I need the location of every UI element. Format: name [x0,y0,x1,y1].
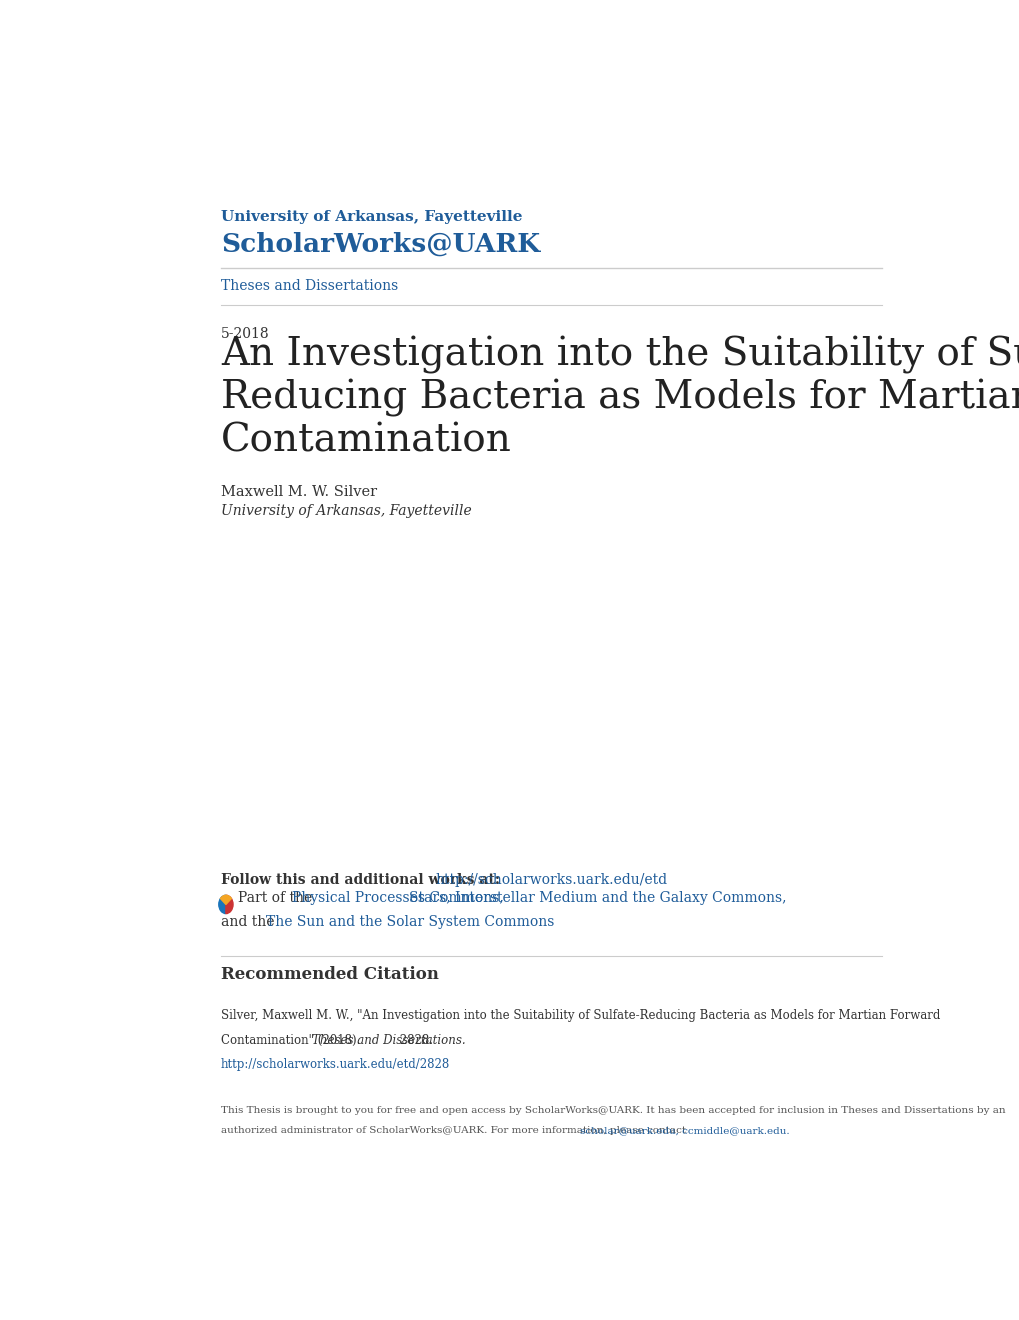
Text: Contamination" (2018).: Contamination" (2018). [220,1034,364,1047]
Text: Physical Processes Commons,: Physical Processes Commons, [291,891,503,906]
Wedge shape [219,895,225,913]
Text: 2828.: 2828. [395,1034,433,1047]
Text: Recommended Citation: Recommended Citation [220,966,438,983]
Text: An Investigation into the Suitability of Sulfate-: An Investigation into the Suitability of… [220,335,1019,374]
Text: Theses and Dissertations.: Theses and Dissertations. [312,1034,465,1047]
Text: and the: and the [220,915,278,929]
Text: Stars, Interstellar Medium and the Galaxy Commons,: Stars, Interstellar Medium and the Galax… [409,891,786,906]
Text: 5-2018: 5-2018 [220,327,269,342]
Text: http://scholarworks.uark.edu/etd: http://scholarworks.uark.edu/etd [435,873,667,887]
Text: This Thesis is brought to you for free and open access by ScholarWorks@UARK. It : This Thesis is brought to you for free a… [220,1106,1005,1114]
Text: Part of the: Part of the [238,891,317,906]
Text: Reducing Bacteria as Models for Martian Forward: Reducing Bacteria as Models for Martian … [220,379,1019,417]
Text: ScholarWorks@UARK: ScholarWorks@UARK [220,232,539,257]
Text: http://scholarworks.uark.edu/etd/2828: http://scholarworks.uark.edu/etd/2828 [220,1057,449,1071]
Text: The Sun and the Solar System Commons: The Sun and the Solar System Commons [266,915,553,929]
Text: Maxwell M. W. Silver: Maxwell M. W. Silver [220,484,377,499]
Text: University of Arkansas, Fayetteville: University of Arkansas, Fayetteville [220,504,471,519]
Text: Follow this and additional works at:: Follow this and additional works at: [220,873,504,887]
Wedge shape [220,895,231,904]
Text: authorized administrator of ScholarWorks@UARK. For more information, please cont: authorized administrator of ScholarWorks… [220,1126,689,1135]
Text: Theses and Dissertations: Theses and Dissertations [220,279,397,293]
Text: University of Arkansas, Fayetteville: University of Arkansas, Fayetteville [220,210,522,224]
Wedge shape [225,895,232,913]
Text: scholar@uark.edu, ccmiddle@uark.edu.: scholar@uark.edu, ccmiddle@uark.edu. [580,1126,790,1135]
Text: Contamination: Contamination [220,422,512,459]
Text: Silver, Maxwell M. W., "An Investigation into the Suitability of Sulfate-Reducin: Silver, Maxwell M. W., "An Investigation… [220,1008,940,1022]
